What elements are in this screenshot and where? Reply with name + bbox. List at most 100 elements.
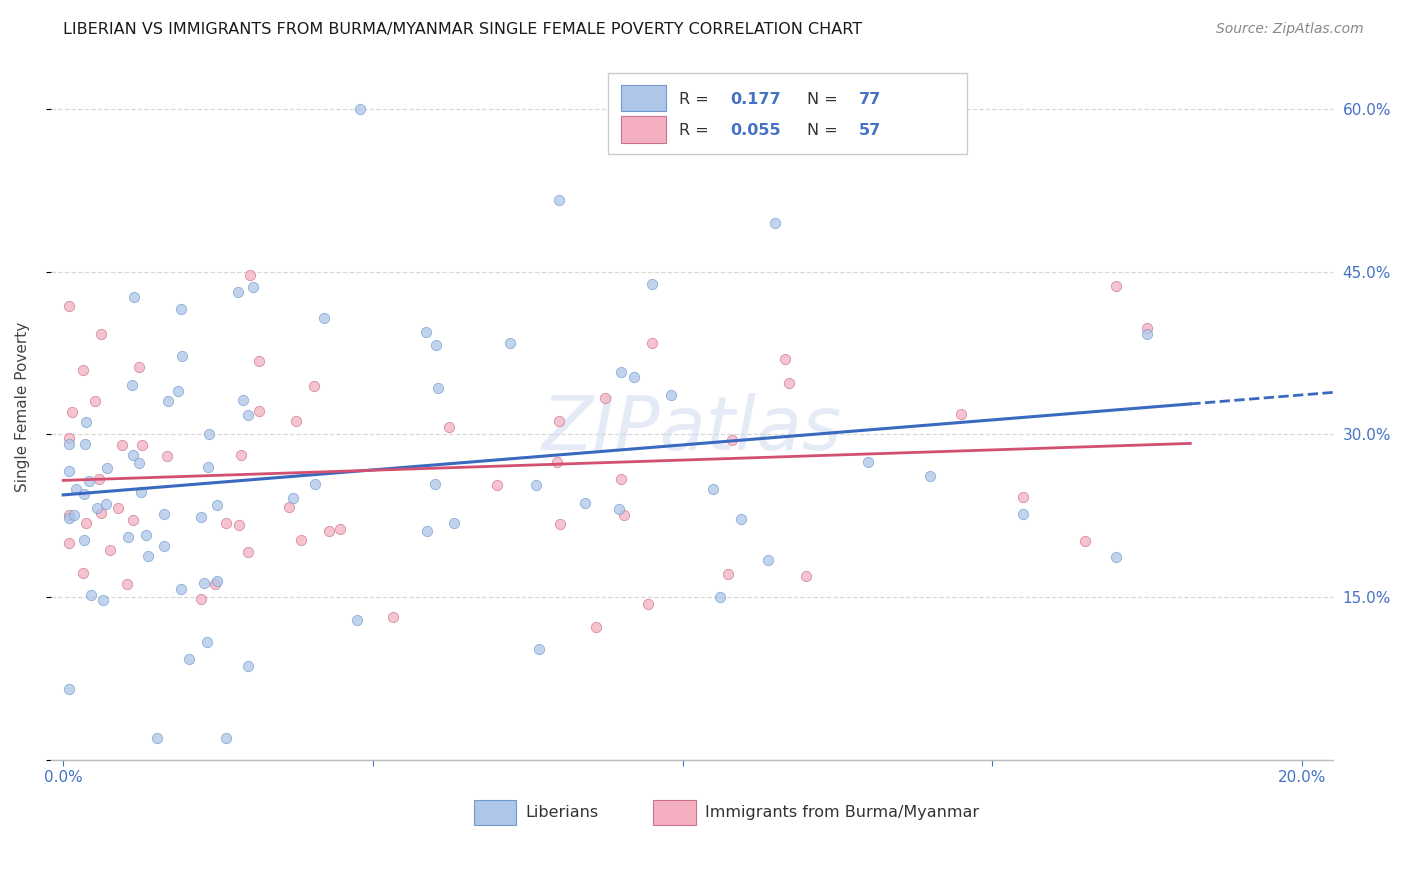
Point <box>623 370 645 384</box>
Point <box>1136 321 1159 335</box>
Point <box>242 279 264 293</box>
Point <box>131 438 153 452</box>
Point <box>153 539 176 553</box>
Point <box>122 513 145 527</box>
Point <box>128 456 150 470</box>
Point <box>318 524 340 539</box>
Point <box>190 591 212 606</box>
Point <box>190 509 212 524</box>
Point <box>58 508 80 522</box>
Point <box>136 549 159 563</box>
Point <box>607 502 630 516</box>
Point <box>60 404 83 418</box>
Point <box>198 426 221 441</box>
Point <box>179 652 201 666</box>
Text: 0.177: 0.177 <box>730 92 780 107</box>
Point <box>205 498 228 512</box>
Point <box>574 495 596 509</box>
Point <box>215 516 238 530</box>
Text: N =: N = <box>807 92 838 107</box>
Point <box>87 471 110 485</box>
Point <box>585 620 607 634</box>
Point <box>1136 327 1159 342</box>
Point <box>547 193 569 207</box>
Point <box>329 523 352 537</box>
Point <box>427 381 450 395</box>
Point <box>228 517 250 532</box>
Point <box>349 103 371 117</box>
Point <box>778 376 800 391</box>
Point <box>721 433 744 447</box>
Point <box>609 472 631 486</box>
Point <box>73 487 96 501</box>
Point <box>304 476 326 491</box>
Point <box>128 359 150 374</box>
Point <box>425 337 447 351</box>
Point <box>122 448 145 462</box>
Point <box>637 597 659 611</box>
Point <box>950 408 973 422</box>
Text: 57: 57 <box>859 123 880 138</box>
Point <box>204 577 226 591</box>
Point <box>117 530 139 544</box>
Point <box>170 582 193 596</box>
Text: Liberians: Liberians <box>526 805 599 820</box>
Point <box>281 491 304 505</box>
Point <box>278 500 301 515</box>
Point <box>796 569 818 583</box>
Point <box>236 545 259 559</box>
Point <box>1105 549 1128 564</box>
Point <box>58 465 80 479</box>
Text: N =: N = <box>807 123 838 138</box>
Point <box>730 512 752 526</box>
Point <box>226 285 249 299</box>
Point <box>75 416 97 430</box>
Point <box>425 476 447 491</box>
Point <box>765 216 787 230</box>
Text: Immigrants from Burma/Myanmar: Immigrants from Burma/Myanmar <box>704 805 979 820</box>
Point <box>75 436 97 450</box>
Point <box>94 497 117 511</box>
Point <box>709 590 731 604</box>
Point <box>640 336 662 351</box>
Point <box>121 377 143 392</box>
Point <box>207 574 229 588</box>
Point <box>98 542 121 557</box>
Point <box>232 393 254 408</box>
Point <box>920 469 942 483</box>
Point <box>595 392 617 406</box>
Point <box>197 459 219 474</box>
Point <box>86 500 108 515</box>
Point <box>58 299 80 313</box>
Point <box>526 477 548 491</box>
Point <box>91 593 114 607</box>
Point <box>96 460 118 475</box>
Point <box>1012 490 1035 504</box>
Point <box>702 482 724 496</box>
Point <box>302 379 325 393</box>
Point <box>716 566 738 581</box>
Point <box>72 363 94 377</box>
Point <box>238 659 260 673</box>
Point <box>156 449 179 463</box>
Point <box>1105 278 1128 293</box>
Point <box>58 536 80 550</box>
Point <box>290 533 312 547</box>
Text: R =: R = <box>679 92 709 107</box>
Text: ZIPatlas: ZIPatlas <box>541 392 842 465</box>
Y-axis label: Single Female Poverty: Single Female Poverty <box>15 322 30 492</box>
FancyBboxPatch shape <box>474 800 516 825</box>
FancyBboxPatch shape <box>609 73 967 153</box>
Point <box>90 506 112 520</box>
Point <box>550 516 572 531</box>
Point <box>239 268 262 283</box>
Point <box>381 609 404 624</box>
Point <box>77 474 100 488</box>
Point <box>546 455 568 469</box>
Point <box>111 437 134 451</box>
Point <box>247 354 270 368</box>
Point <box>238 409 260 423</box>
Point <box>613 508 636 522</box>
Point <box>73 533 96 548</box>
Point <box>775 352 797 367</box>
